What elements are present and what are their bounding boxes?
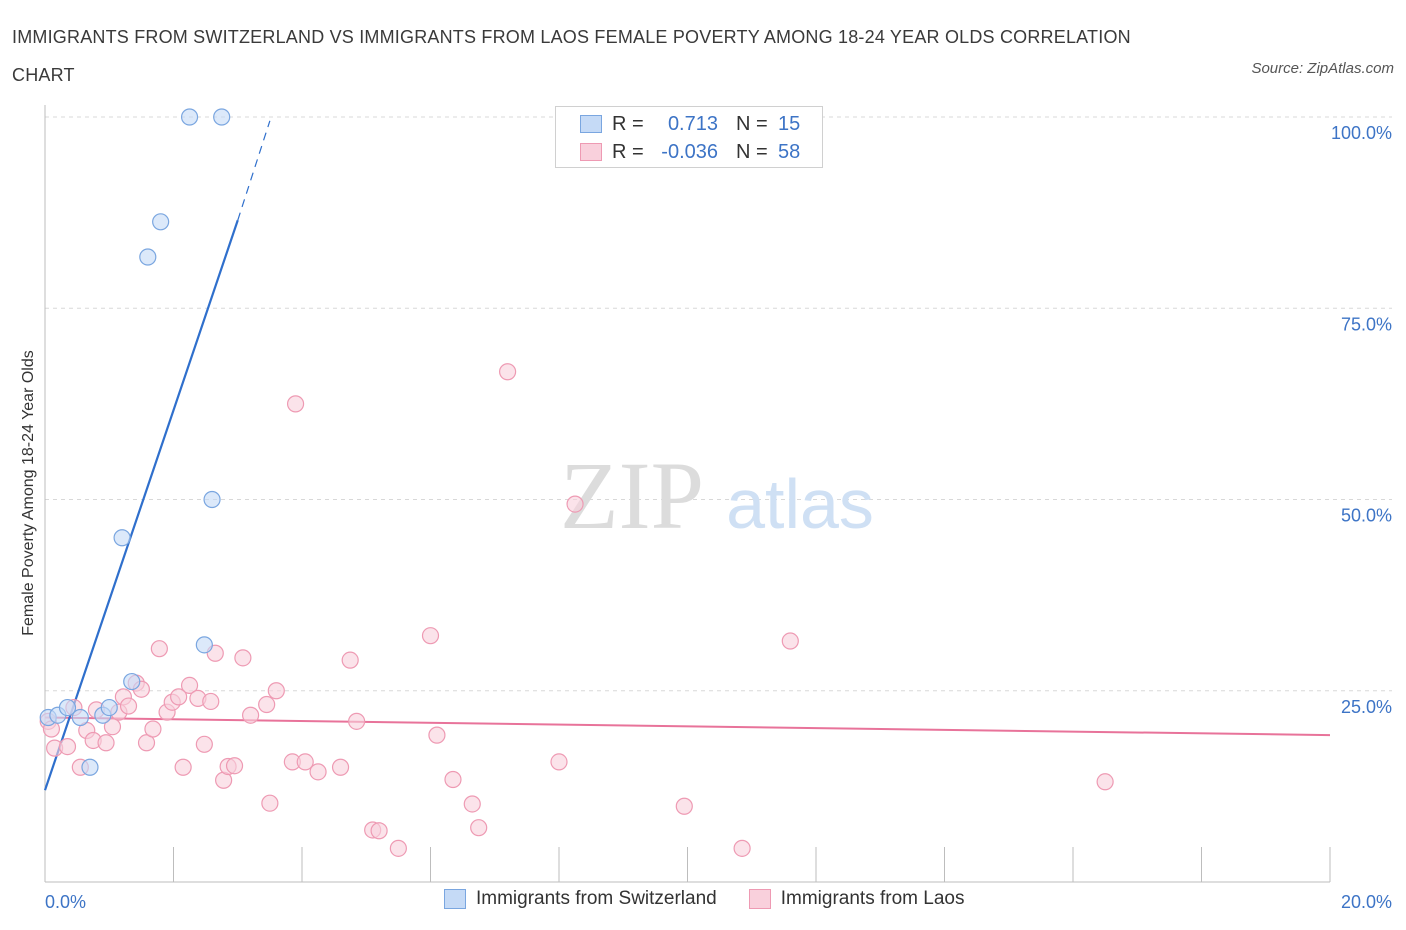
data-point-switzerland xyxy=(123,672,141,691)
data-point-switzerland xyxy=(100,698,118,717)
data-point-laos xyxy=(463,795,481,813)
legend-r-label: R = xyxy=(612,140,644,163)
data-point-laos xyxy=(150,640,168,658)
data-point-laos xyxy=(331,758,350,776)
legend-r-label: R = xyxy=(612,112,644,135)
watermark: ZIP atlas xyxy=(560,442,874,549)
data-point-laos xyxy=(566,495,584,513)
series-legend-laos: Immigrants from Laos xyxy=(748,888,965,910)
y-tick-label: 25.0% xyxy=(1341,697,1392,717)
data-point-laos xyxy=(170,688,188,706)
watermark-atlas: atlas xyxy=(726,465,874,543)
y-tick-label: 100.0% xyxy=(1331,123,1392,143)
data-point-laos xyxy=(550,753,568,771)
x-tick-label: 0.0% xyxy=(45,892,86,912)
data-point-laos xyxy=(309,763,327,781)
data-point-laos xyxy=(242,706,260,724)
data-point-laos xyxy=(119,697,138,715)
data-point-laos xyxy=(499,363,517,381)
gridlines xyxy=(45,116,1392,692)
tick-labels: 100.0% 75.0% 50.0% 25.0% 0.0% 20.0% xyxy=(45,123,1392,912)
data-point-switzerland xyxy=(139,248,157,266)
data-point-switzerland xyxy=(180,108,199,126)
data-point-laos xyxy=(421,627,440,645)
legend-n-label: N = xyxy=(736,112,768,135)
legend-r-value: -0.036 xyxy=(661,140,718,163)
data-point-laos xyxy=(103,718,122,736)
trend-line-switzerland xyxy=(43,219,239,791)
data-point-laos xyxy=(258,695,276,714)
data-point-switzerland xyxy=(113,529,131,547)
legend-row-switzerland: R = 0.713 N = 15 xyxy=(580,112,800,136)
data-point-laos xyxy=(180,676,199,694)
legend-swatch-blue xyxy=(580,115,602,133)
data-point-switzerland xyxy=(203,490,221,509)
legend-n-value: 15 xyxy=(778,112,801,135)
data-point-switzerland xyxy=(213,108,231,126)
data-point-laos xyxy=(267,682,285,700)
data-point-laos xyxy=(675,797,693,815)
series-label-switzerland: Immigrants from Switzerland xyxy=(476,888,717,909)
data-points xyxy=(39,108,1114,857)
data-point-switzerland xyxy=(152,213,170,231)
legend-row-laos: R = -0.036 N = 58 xyxy=(580,140,800,164)
data-point-laos xyxy=(389,839,407,857)
series-legend-switzerland: Immigrants from Switzerland xyxy=(444,888,717,910)
watermark-zip: ZIP xyxy=(560,442,704,549)
data-point-laos xyxy=(174,758,192,776)
axes xyxy=(44,105,1331,883)
data-point-laos xyxy=(137,734,156,752)
data-point-switzerland xyxy=(195,636,213,654)
data-point-laos xyxy=(341,651,359,669)
data-point-laos xyxy=(286,395,305,413)
trend-line-laos xyxy=(44,716,1331,737)
series-swatch-pink xyxy=(748,889,771,909)
data-point-laos xyxy=(261,794,279,812)
series-legend: Immigrants from Switzerland Immigrants f… xyxy=(444,888,996,910)
series-swatch-blue xyxy=(444,889,466,909)
data-point-laos xyxy=(296,753,314,771)
trend-line-switzerland-extension xyxy=(237,120,271,221)
data-point-laos xyxy=(234,649,252,667)
trend-lines xyxy=(43,120,1331,791)
y-tick-label: 75.0% xyxy=(1341,314,1392,334)
data-point-switzerland xyxy=(58,698,77,717)
data-point-laos xyxy=(781,632,799,650)
data-point-laos xyxy=(470,819,488,837)
data-point-laos xyxy=(348,712,366,730)
legend-r-value: 0.713 xyxy=(667,112,718,135)
data-point-laos xyxy=(97,734,115,752)
source-note: Source: ZipAtlas.com xyxy=(1251,60,1394,77)
data-point-laos xyxy=(1096,773,1114,791)
x-tick-label: 20.0% xyxy=(1341,892,1392,912)
data-point-laos xyxy=(733,839,751,857)
legend-swatch-pink xyxy=(580,143,602,161)
data-point-switzerland xyxy=(81,758,99,776)
legend-n-label: N = xyxy=(736,140,768,163)
data-point-laos xyxy=(58,737,77,756)
series-label-laos: Immigrants from Laos xyxy=(780,888,965,909)
data-point-laos xyxy=(225,757,244,775)
y-tick-label: 50.0% xyxy=(1341,506,1392,526)
data-point-laos xyxy=(444,770,462,789)
data-point-laos xyxy=(195,735,213,753)
data-point-switzerland xyxy=(71,708,89,727)
data-point-laos xyxy=(144,720,162,738)
data-point-laos xyxy=(370,822,388,840)
legend: R = 0.713 N = 15 R = -0.036 N = 58 xyxy=(555,106,823,168)
legend-n-value: 58 xyxy=(778,140,801,163)
chart-title: IMMIGRANTS FROM SWITZERLAND VS IMMIGRANT… xyxy=(12,27,1131,85)
data-point-laos xyxy=(202,692,220,711)
data-point-laos xyxy=(428,726,446,744)
